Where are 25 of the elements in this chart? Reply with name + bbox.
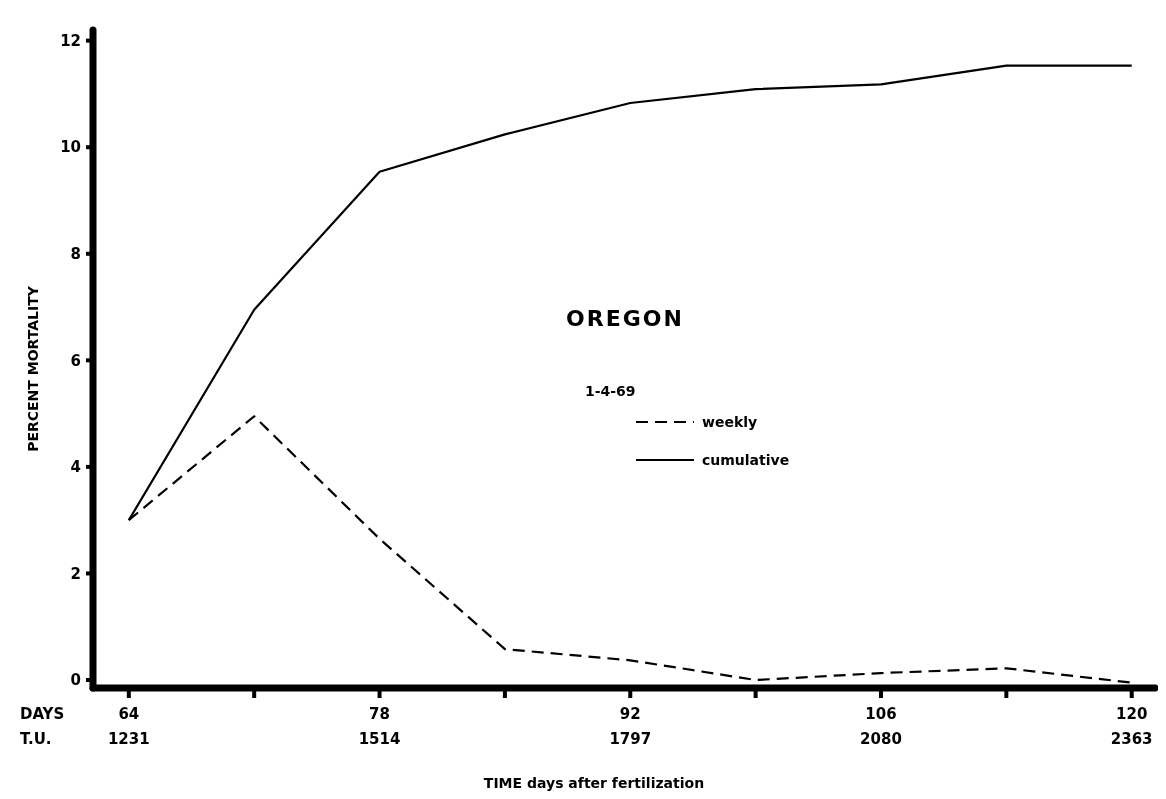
legend-label: weekly [702,413,758,430]
y-axis-title: PERCENT MORTALITY [25,285,41,452]
y-tick-label: 4 [70,458,81,477]
text: OREGON [566,306,684,331]
y-tick-label: 6 [70,351,81,370]
x-tick-label: 64 [118,705,140,723]
x-tick-label: 120 [1116,705,1148,723]
x2-tick-label: 2080 [860,730,902,748]
x2-tick-label: 1514 [358,730,401,748]
x-axis-title: TIME days after fertilization [483,775,705,791]
x2-axis-title: T.U. [20,730,52,748]
x-tick-label: 78 [369,705,390,723]
x2-tick-label: 1797 [609,730,652,748]
y-tick-label: 2 [70,564,81,583]
text: DAYS [20,705,65,723]
x2-tick-label: 1231 [107,730,150,748]
x2-tick-label: 2363 [1110,730,1153,748]
y-tick-label: 8 [70,245,81,264]
legend-label: cumulative [702,451,790,468]
legend-title: 1-4-69 [585,383,636,399]
x-tick-label: 106 [865,705,897,723]
y-tick-label: 0 [70,671,81,690]
y-tick-label: 12 [60,31,81,50]
y-tick-label: 10 [60,138,81,157]
x-tick-label: 92 [619,705,641,723]
